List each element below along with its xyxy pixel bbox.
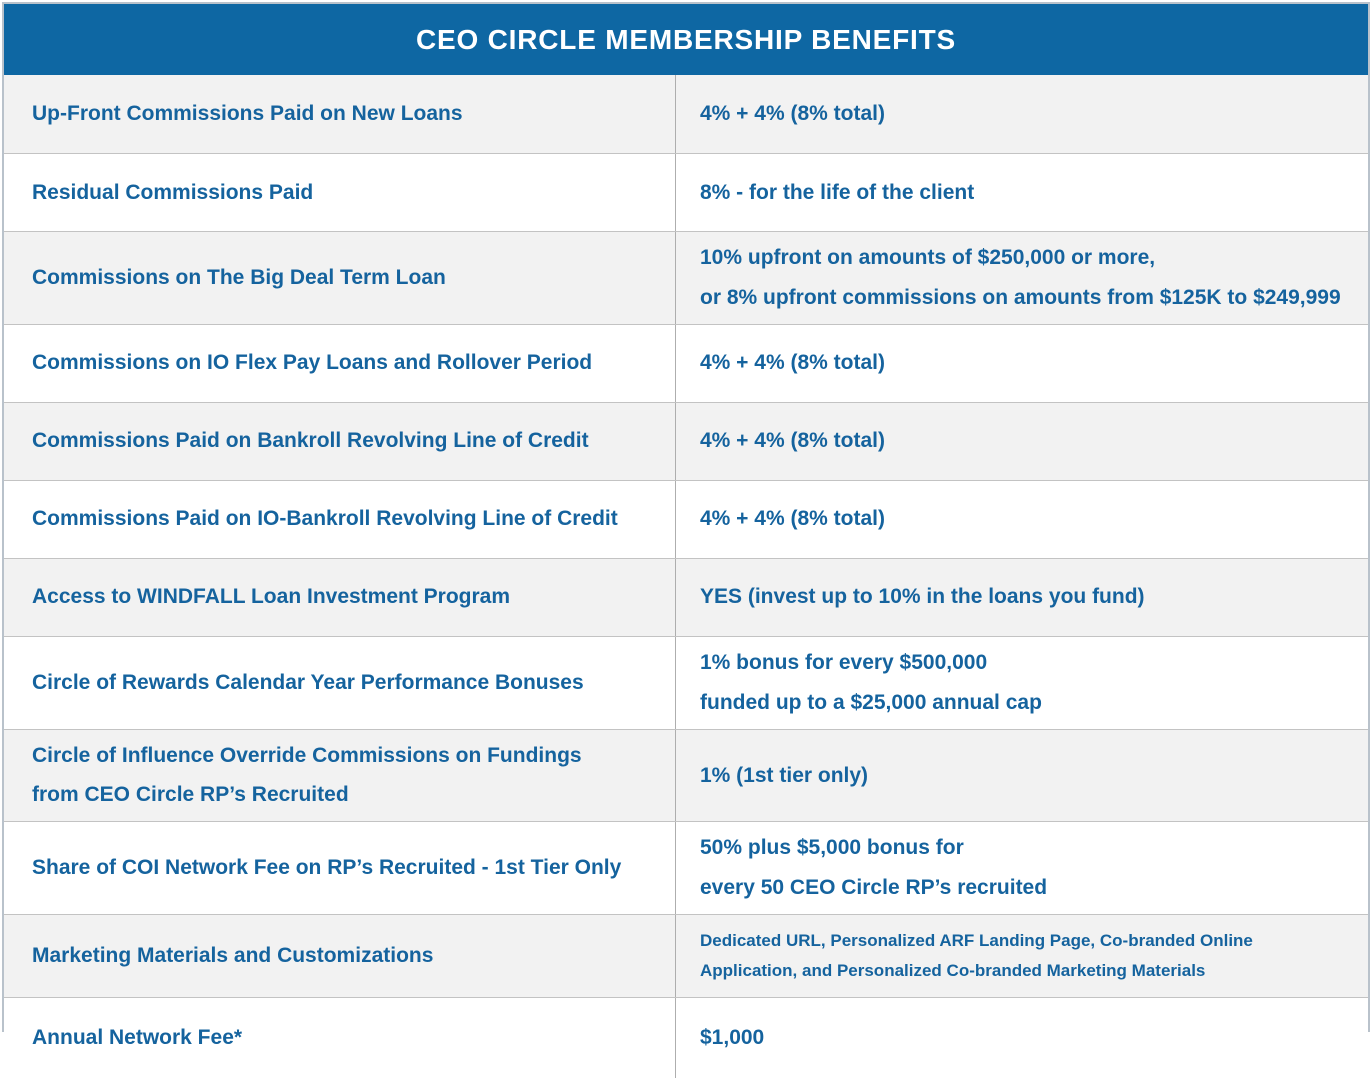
table-row: Commissions Paid on Bankroll Revolving L…: [4, 401, 1368, 480]
row-value-cell: 8% - for the life of the client: [700, 180, 975, 204]
row-label-cell: Share of COI Network Fee on RP’s Recruit…: [4, 822, 676, 915]
row-label-cell: Commissions on IO Flex Pay Loans and Rol…: [4, 324, 676, 402]
row-value-cell: 10% upfront on amounts of $250,000 or mo…: [700, 246, 1341, 309]
table-row: Up-Front Commissions Paid on New Loans 4…: [4, 75, 1368, 153]
table-row: Circle of Influence Override Commissions…: [4, 728, 1368, 822]
row-label-cell: Access to WINDFALL Loan Investment Progr…: [4, 558, 676, 636]
row-label-cell: Commissions Paid on Bankroll Revolving L…: [4, 402, 676, 480]
row-value-cell: 4% + 4% (8% total): [700, 507, 885, 531]
row-label-cell: Commissions Paid on IO-Bankroll Revolvin…: [4, 480, 676, 558]
row-value-cell: Dedicated URL, Personalized ARF Landing …: [700, 930, 1253, 981]
page-title: CEO CIRCLE MEMBERSHIP BENEFITS: [416, 23, 956, 55]
table-rows: Up-Front Commissions Paid on New Loans 4…: [4, 75, 1368, 1078]
row-label-cell: Residual Commissions Paid: [4, 154, 676, 231]
row-label-cell: Commissions on The Big Deal Term Loan: [4, 232, 676, 324]
table-row: Access to WINDFALL Loan Investment Progr…: [4, 557, 1368, 636]
row-value-cell: $1,000: [700, 1026, 765, 1050]
row-value-cell: 4% + 4% (8% total): [700, 351, 885, 375]
row-value-cell: 4% + 4% (8% total): [700, 102, 885, 126]
row-label-cell: Marketing Materials and Customizations: [4, 915, 676, 998]
row-value-cell: 1% bonus for every $500,000 funded up to…: [700, 650, 1042, 714]
row-value-cell: YES (invest up to 10% in the loans you f…: [700, 585, 1145, 609]
row-label-cell: Circle of Rewards Calendar Year Performa…: [4, 636, 676, 729]
table-row: Circle of Rewards Calendar Year Performa…: [4, 635, 1368, 729]
table-row: Commissions Paid on IO-Bankroll Revolvin…: [4, 479, 1368, 558]
table-row: Annual Network Fee* $1,000: [4, 997, 1368, 1078]
row-value-cell: 50% plus $5,000 bonus for every 50 CEO C…: [700, 836, 1048, 900]
table-header-bar: CEO CIRCLE MEMBERSHIP BENEFITS: [4, 4, 1368, 75]
row-value-cell: 1% (1st tier only): [700, 763, 869, 787]
table-row: Marketing Materials and Customizations D…: [4, 914, 1368, 998]
row-label-cell: Annual Network Fee*: [4, 998, 676, 1078]
table-row: Commissions on IO Flex Pay Loans and Rol…: [4, 323, 1368, 402]
table-row: Commissions on The Big Deal Term Loan 10…: [4, 231, 1368, 324]
row-label-cell: Up-Front Commissions Paid on New Loans: [4, 75, 676, 153]
table-row: Residual Commissions Paid 8% - for the l…: [4, 153, 1368, 231]
table-row: Share of COI Network Fee on RP’s Recruit…: [4, 821, 1368, 915]
row-value-cell: 4% + 4% (8% total): [700, 429, 885, 453]
row-label-cell: Circle of Influence Override Commissions…: [4, 729, 676, 822]
